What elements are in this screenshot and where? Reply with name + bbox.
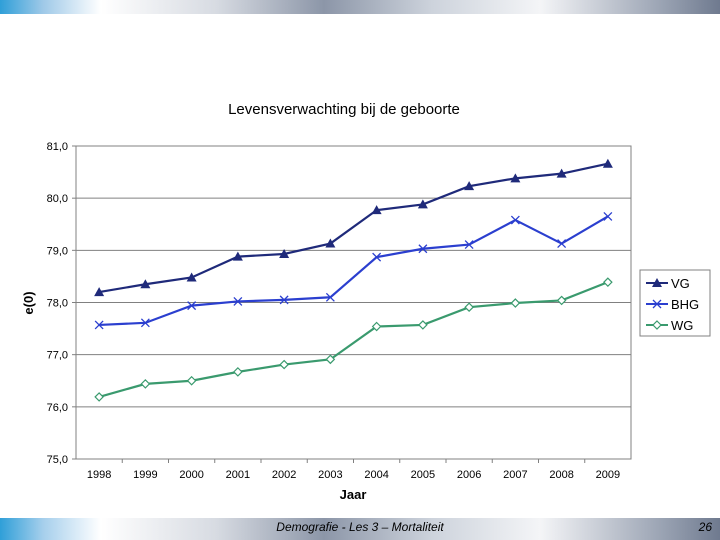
data-point [556,295,567,306]
legend-item-wg: WG [646,318,693,333]
data-point [94,392,104,402]
chart-title: Levensverwachting bij de geboorte [228,101,460,118]
series-bhg [94,211,613,330]
data-point [94,287,105,297]
series-wg [94,277,613,402]
legend-label: BHG [671,297,699,312]
y-tick-label: 80,0 [47,193,68,205]
data-point [325,292,335,302]
data-point [652,278,662,287]
data-point [372,252,382,262]
data-point [186,272,197,282]
y-tick-label: 79,0 [47,245,68,257]
data-point [652,320,662,330]
data-point [464,302,474,313]
data-point [510,173,521,183]
y-tick-label: 76,0 [47,402,68,414]
y-axis-ticks: 75,0 76,0 77,0 78,0 79,0 80,0 81,0 [47,141,76,466]
x-tick-label: 2001 [226,469,250,481]
legend-label: VG [671,276,690,291]
slide-footer: Demografie - Les 3 – Mortaliteit [276,520,444,534]
data-point [232,251,243,261]
x-tick-label: 2006 [457,469,481,481]
legend-label: WG [671,318,693,333]
bottom-decorative-bar [0,518,720,540]
data-point [510,298,521,308]
data-point [417,199,428,209]
series-line [98,281,609,398]
data-point [187,301,197,311]
data-series [94,158,613,402]
data-point [557,239,567,249]
x-tick-label: 1998 [87,469,111,481]
data-point [418,320,428,330]
y-axis-title: e(0) [21,291,36,314]
x-tick-label: 2008 [549,469,573,481]
data-point [233,367,243,377]
data-point [418,244,428,254]
data-point [233,296,243,306]
legend: VG BHG WG [639,269,711,337]
series-line [98,162,609,294]
data-point [186,375,197,386]
data-point [279,248,290,258]
x-axis-title: Jaar [340,487,367,502]
gridlines [76,145,631,460]
x-tick-label: 1999 [133,469,157,481]
data-point [140,318,150,328]
x-tick-label: 2002 [272,469,296,481]
data-point [464,240,474,250]
data-point [371,205,382,215]
data-point [279,359,289,370]
x-axis-ticks: 1998 1999 2000 2001 2002 2003 2004 2005 2006 2007… [87,459,620,481]
data-point [279,295,289,305]
data-point [325,238,336,248]
life-expectancy-chart: Levensverwachting bij de geboorte 75,0 76… [21,101,711,502]
data-point [603,211,613,221]
data-point [603,277,613,288]
top-decorative-bar [0,0,720,14]
series-line [99,215,609,327]
y-tick-label: 77,0 [47,350,68,362]
data-point [464,181,475,191]
x-tick-label: 2004 [364,469,388,481]
x-tick-label: 2000 [179,469,203,481]
x-tick-label: 2005 [411,469,435,481]
y-tick-label: 81,0 [47,141,68,153]
legend-item-vg: VG [646,276,690,291]
series-vg [94,158,613,297]
data-point [140,279,151,289]
page-number: 26 [698,520,712,534]
x-tick-label: 2003 [318,469,342,481]
data-point [602,158,613,168]
data-point [510,215,520,225]
data-point [652,299,662,309]
data-point [371,321,382,332]
y-tick-label: 75,0 [47,454,68,466]
y-tick-label: 78,0 [47,298,68,310]
data-point [140,379,151,389]
x-tick-label: 2007 [503,469,527,481]
legend-item-bhg: BHG [646,297,699,312]
x-tick-label: 2009 [596,469,620,481]
data-point [325,354,336,365]
data-point [556,168,567,178]
data-point [94,320,104,330]
